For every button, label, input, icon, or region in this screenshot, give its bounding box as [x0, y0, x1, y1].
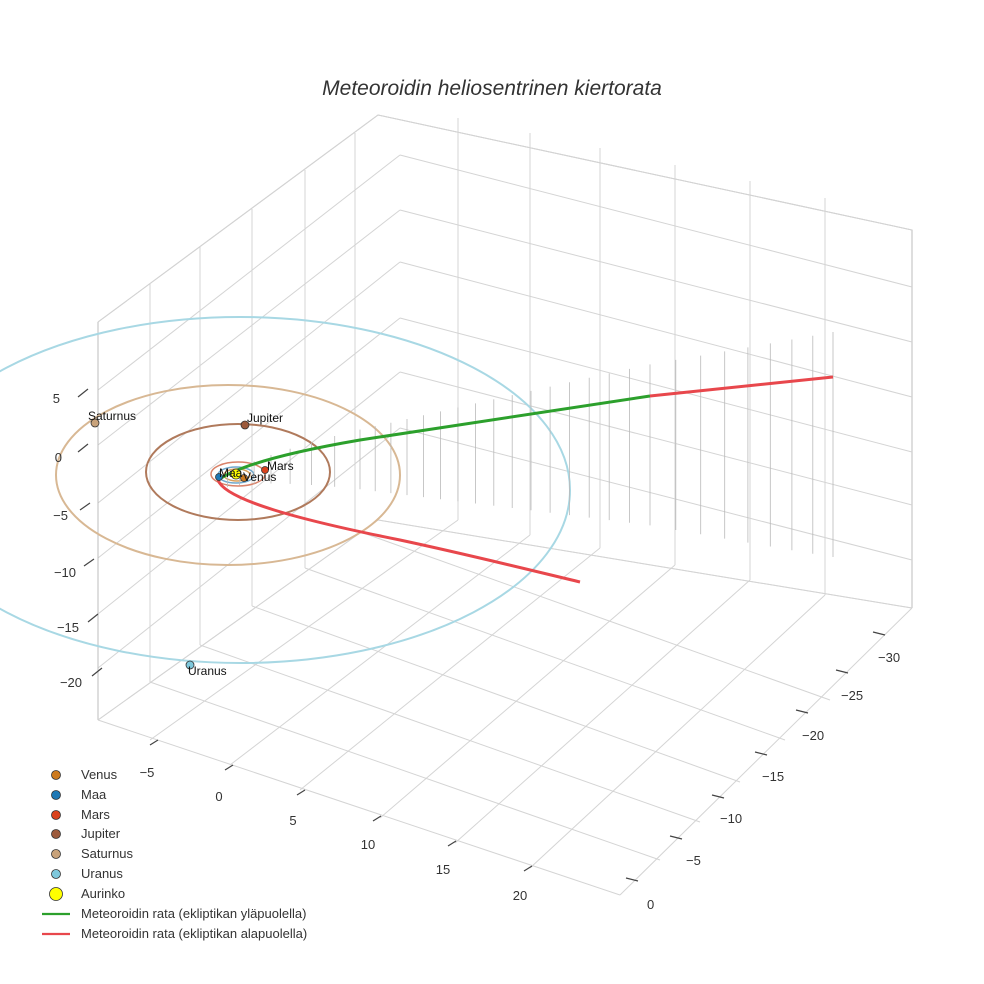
- mars-label: Mars: [267, 459, 294, 473]
- trajectory-below-ecliptic-near: [216, 479, 581, 584]
- x-tick-label: 0: [215, 789, 222, 804]
- legend-label: Meteoroidin rata (ekliptikan alapuolella…: [81, 926, 307, 941]
- z-tick-label: 5: [53, 391, 60, 406]
- legend-label: Uranus: [81, 866, 123, 881]
- uranus-marker: [185, 660, 195, 670]
- plot-scene: Saturnus Jupiter Mars Maa Venus Uranus: [0, 114, 913, 896]
- legend: Venus Maa Mars Jupiter Saturnus Uranus A…: [42, 767, 307, 941]
- legend-marker: [51, 770, 61, 780]
- sun-marker: [230, 468, 242, 480]
- uranus-label: Uranus: [188, 664, 227, 678]
- y-tick-label: −15: [762, 769, 784, 784]
- z-tick-label: −10: [54, 565, 76, 580]
- x-tick-label: 5: [289, 813, 296, 828]
- legend-item-jupiter[interactable]: Jupiter: [51, 826, 121, 841]
- legend-item-maa[interactable]: Maa: [51, 787, 108, 802]
- planet-orbits: [0, 316, 571, 664]
- mars-marker: [261, 466, 269, 474]
- jupiter-orbit: [145, 423, 331, 521]
- y-tick-label: −5: [686, 853, 701, 868]
- legend-item-mars[interactable]: Mars: [51, 807, 111, 822]
- saturnus-orbit: [55, 384, 401, 566]
- y-tick-label: −25: [841, 688, 863, 703]
- maa-marker: [215, 473, 223, 481]
- legend-item-saturnus[interactable]: Saturnus: [51, 846, 134, 861]
- legend-label: Jupiter: [81, 826, 121, 841]
- legend-marker: [51, 849, 61, 859]
- meteoroid-trajectory: [216, 375, 834, 584]
- y-tick-label: −10: [720, 811, 742, 826]
- legend-label: Meteoroidin rata (ekliptikan yläpuolella…: [81, 906, 306, 921]
- trajectory-above-ecliptic: [217, 394, 651, 482]
- legend-label: Saturnus: [81, 846, 134, 861]
- maa-label: Maa: [219, 466, 243, 480]
- mars-orbit: [210, 461, 266, 487]
- x-tick-label: 15: [436, 862, 450, 877]
- trajectory-drop-lines: [227, 332, 834, 557]
- z-axis: 5 0 −5 −10 −15 −20: [53, 388, 103, 690]
- planet-markers: [90, 418, 269, 670]
- planet-labels: Saturnus Jupiter Mars Maa Venus Uranus: [88, 409, 294, 678]
- jupiter-label: Jupiter: [247, 411, 283, 425]
- z-tick-label: −5: [53, 508, 68, 523]
- legend-marker: [51, 869, 61, 879]
- venus-label: Venus: [243, 470, 276, 484]
- y-axis: −30 −25 −20 −15 −10 −5 0: [625, 631, 900, 912]
- z-tick-label: −15: [57, 620, 79, 635]
- saturnus-label: Saturnus: [88, 409, 136, 423]
- legend-item-venus[interactable]: Venus: [51, 767, 118, 782]
- chart-title: Meteoroidin heliosentrinen kiertorata: [322, 77, 662, 100]
- saturnus-marker: [90, 418, 100, 428]
- legend-marker: [49, 887, 63, 901]
- legend-label: Venus: [81, 767, 118, 782]
- legend-item-trajectory-below[interactable]: Meteoroidin rata (ekliptikan alapuolella…: [42, 926, 307, 941]
- trajectory-below-ecliptic-far: [649, 375, 834, 398]
- uranus-orbit: [0, 316, 571, 664]
- venus-marker: [240, 474, 248, 482]
- y-tick-label: −30: [878, 650, 900, 665]
- y-tick-label: 0: [647, 897, 654, 912]
- legend-marker: [51, 790, 61, 800]
- z-tick-label: −20: [60, 675, 82, 690]
- y-tick-label: −20: [802, 728, 824, 743]
- legend-item-aurinko[interactable]: Aurinko: [49, 886, 126, 901]
- legend-item-trajectory-above[interactable]: Meteoroidin rata (ekliptikan yläpuolella…: [42, 906, 306, 921]
- x-tick-label: 10: [361, 837, 375, 852]
- legend-label: Aurinko: [81, 886, 125, 901]
- x-tick-label: −5: [140, 765, 155, 780]
- z-tick-label: 0: [55, 450, 62, 465]
- legend-item-uranus[interactable]: Uranus: [51, 866, 124, 881]
- jupiter-marker: [240, 420, 250, 430]
- x-axis: −5 0 5 10 15 20: [140, 739, 533, 903]
- legend-marker: [51, 829, 61, 839]
- legend-marker: [51, 810, 61, 820]
- floor-grid: [97, 519, 913, 896]
- legend-label: Mars: [81, 807, 110, 822]
- x-tick-label: 20: [513, 888, 527, 903]
- legend-label: Maa: [81, 787, 107, 802]
